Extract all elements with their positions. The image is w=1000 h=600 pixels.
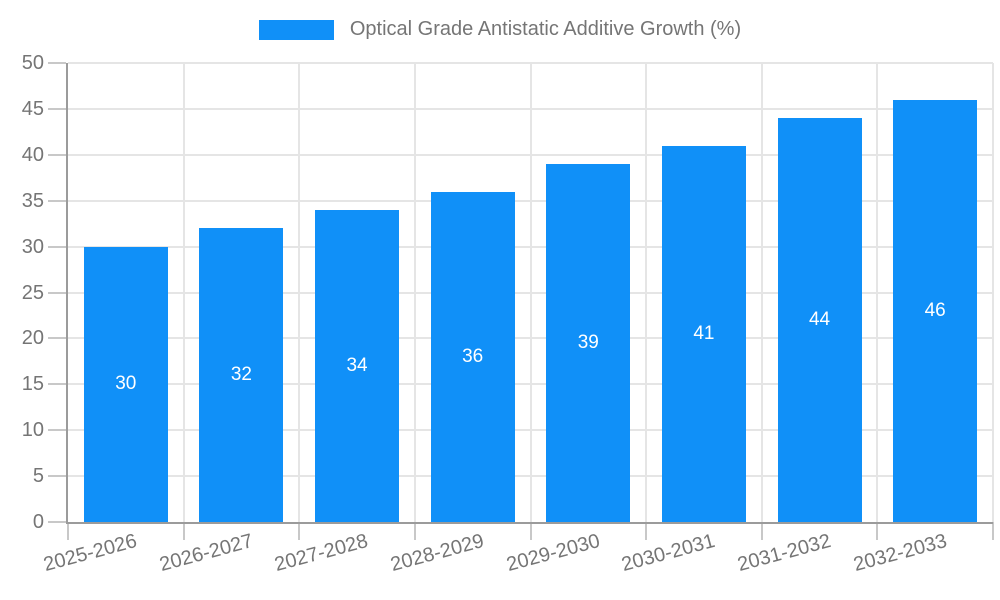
y-axis-line bbox=[66, 63, 68, 522]
y-axis-tick bbox=[48, 291, 66, 294]
x-axis-tick bbox=[182, 522, 185, 540]
x-axis-tick bbox=[992, 522, 994, 540]
bar-2030-2031[interactable]: 41 bbox=[661, 145, 746, 522]
bar-2026-2027[interactable]: 32 bbox=[199, 228, 284, 522]
y-axis-tick-label: 50 bbox=[21, 52, 44, 74]
bar-value-label: 46 bbox=[924, 299, 946, 321]
x-axis-tick bbox=[67, 522, 69, 540]
bar-value-label: 36 bbox=[462, 345, 484, 367]
y-axis-tick-label: 20 bbox=[21, 327, 44, 350]
bar-value-label: 44 bbox=[808, 309, 831, 331]
bar-value-label: 39 bbox=[577, 331, 599, 353]
x-axis-tick bbox=[760, 522, 763, 540]
legend-label: Optical Grade Antistatic Additive Growth… bbox=[349, 18, 742, 40]
y-axis-tick bbox=[48, 153, 66, 156]
x-axis-tick bbox=[529, 522, 532, 540]
plot-area: 30 32 34 36 39 41 44 46 0 5 10 15 20 25 30 35 40 45 50 2025… bbox=[22, 52, 994, 576]
y-axis-tick bbox=[48, 521, 66, 523]
x-axis-tick-label: 2031-2032 bbox=[735, 530, 834, 577]
x-axis-line bbox=[66, 522, 993, 524]
gridline-vertical bbox=[760, 63, 763, 522]
x-axis-tick-label: 2030-2031 bbox=[619, 530, 718, 577]
gridline-vertical bbox=[876, 63, 879, 522]
x-axis-tick-label: 2032-2033 bbox=[850, 530, 949, 577]
y-axis-tick bbox=[48, 107, 66, 110]
x-axis-tick-label: 2025-2026 bbox=[41, 530, 140, 577]
x-axis-tick-label: 2029-2030 bbox=[503, 530, 603, 577]
y-axis-tick-label: 15 bbox=[21, 373, 44, 396]
x-axis-tick-label: 2026-2027 bbox=[157, 530, 256, 577]
bar-value-label: 41 bbox=[693, 322, 715, 344]
x-axis-tick bbox=[645, 522, 648, 540]
y-axis-tick bbox=[48, 475, 66, 478]
y-axis-tick bbox=[48, 199, 66, 202]
y-axis-tick-label: 35 bbox=[21, 189, 44, 212]
gridline-vertical bbox=[182, 63, 185, 522]
bar-2032-2033[interactable]: 46 bbox=[893, 99, 978, 522]
y-axis-tick bbox=[48, 337, 66, 340]
y-axis-tick bbox=[48, 62, 66, 64]
bar-2027-2028[interactable]: 34 bbox=[315, 209, 400, 522]
bar-2028-2029[interactable]: 36 bbox=[430, 191, 515, 522]
y-axis-tick-label: 5 bbox=[32, 465, 44, 488]
x-axis-tick bbox=[298, 522, 301, 540]
y-axis-tick-label: 30 bbox=[21, 235, 44, 258]
y-axis-tick-label: 45 bbox=[21, 97, 44, 120]
legend-swatch-icon bbox=[258, 19, 334, 40]
bar-2031-2032[interactable]: 44 bbox=[777, 118, 862, 522]
x-axis-tick bbox=[413, 522, 416, 540]
y-axis-tick-label: 40 bbox=[21, 143, 44, 166]
gridline-vertical bbox=[992, 63, 994, 522]
bar-2029-2030[interactable]: 39 bbox=[546, 163, 631, 522]
gridline-vertical bbox=[298, 63, 301, 522]
bar-value-label: 30 bbox=[115, 373, 137, 395]
bar-value-label: 32 bbox=[230, 364, 252, 386]
x-axis-tick bbox=[876, 522, 879, 540]
gridline-vertical bbox=[645, 63, 648, 522]
x-axis-tick-label: 2028-2029 bbox=[388, 530, 487, 577]
legend[interactable]: Optical Grade Antistatic Additive Growth… bbox=[0, 18, 1000, 41]
bar-2025-2026[interactable]: 30 bbox=[83, 246, 168, 522]
y-axis-tick-label: 0 bbox=[32, 511, 44, 533]
bar-value-label: 34 bbox=[346, 354, 368, 376]
y-axis-tick bbox=[48, 245, 66, 248]
gridline-vertical bbox=[529, 63, 532, 522]
gridline-vertical bbox=[413, 63, 416, 522]
x-axis-tick-label: 2027-2028 bbox=[272, 530, 371, 577]
y-axis-tick bbox=[48, 429, 66, 432]
y-axis-tick bbox=[48, 383, 66, 386]
y-axis-tick-label: 10 bbox=[21, 419, 44, 442]
y-axis-tick-label: 25 bbox=[21, 281, 44, 304]
